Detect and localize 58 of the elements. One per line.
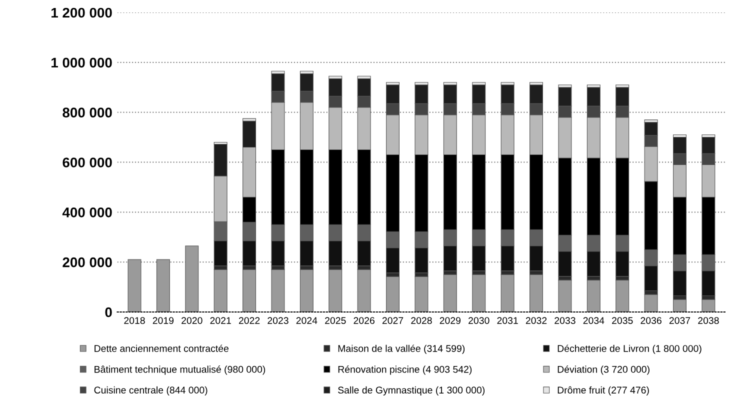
- x-tick-label: 2035: [612, 317, 633, 324]
- legend-label: Cuisine centrale (844 000): [94, 386, 208, 396]
- bar: [271, 269, 285, 312]
- bar: [530, 274, 544, 312]
- y-tick-label: 1 200 000: [52, 8, 112, 18]
- x-tick-label: 2032: [526, 317, 547, 324]
- bar: [156, 259, 170, 312]
- x-tick-label: 2036: [640, 317, 662, 324]
- x-tick-label: 2031: [497, 317, 518, 324]
- x-tick-label: 2019: [152, 317, 174, 324]
- legend-label: Bâtiment technique mutualisé (980 000): [94, 366, 266, 375]
- y-tick-label: 1 000 000: [52, 58, 112, 68]
- x-tick-label: 2028: [411, 317, 432, 324]
- x-tick-label: 2023: [268, 317, 288, 324]
- bar: [616, 280, 630, 312]
- y-tick-label: 400 000: [62, 207, 112, 218]
- bar: [500, 274, 514, 312]
- x-tick-label: 2030: [468, 317, 490, 324]
- bar: [673, 299, 686, 312]
- y-tick-label: 800 000: [62, 108, 112, 118]
- bar: [472, 274, 486, 312]
- y-tick-label: 600 000: [62, 158, 112, 168]
- x-tick-label: 2018: [124, 317, 145, 324]
- bar: [357, 269, 371, 312]
- x-tick-label: 2034: [583, 317, 604, 324]
- x-tick-label: 2020: [182, 317, 202, 324]
- bar: [214, 269, 228, 312]
- legend-label: Rénovation piscine (4 903 542): [338, 366, 472, 375]
- bar: [386, 276, 400, 312]
- legend-label: Dette anciennement contractée: [94, 344, 228, 352]
- legend-label: Drôme fruit (277 476): [558, 386, 649, 396]
- bar: [128, 259, 142, 312]
- bar: [242, 269, 256, 312]
- legend-label: Maison de la vallée (314 599): [338, 344, 465, 354]
- x-tick-label: 2021: [210, 317, 231, 324]
- x-tick-label: 2038: [698, 317, 719, 324]
- bar: [644, 294, 658, 312]
- bar: [586, 280, 600, 312]
- legend-label: Déchetterie de Livron (1 800 000): [558, 344, 702, 354]
- legend-label: Déviation (3 720 000): [558, 366, 650, 375]
- bar: [300, 269, 314, 312]
- legend-label: Salle de Gymnastique (1 300 000): [338, 386, 485, 396]
- x-tick-label: 2022: [238, 317, 260, 324]
- x-tick-label: 2027: [382, 317, 404, 324]
- x-tick-label: 2037: [669, 317, 690, 324]
- bar: [443, 274, 457, 312]
- x-tick-label: 2025: [325, 317, 346, 324]
- bar: [702, 299, 716, 312]
- bar: [558, 280, 572, 312]
- y-tick-label: 0: [105, 307, 112, 318]
- y-tick-label: 200 000: [62, 257, 112, 268]
- x-tick-label: 2024: [296, 317, 318, 324]
- x-tick-label: 2026: [354, 317, 374, 324]
- bar: [185, 246, 199, 312]
- bar: [414, 276, 428, 312]
- x-tick-label: 2033: [554, 317, 576, 324]
- bar: [328, 269, 342, 312]
- x-tick-label: 2029: [440, 317, 461, 324]
